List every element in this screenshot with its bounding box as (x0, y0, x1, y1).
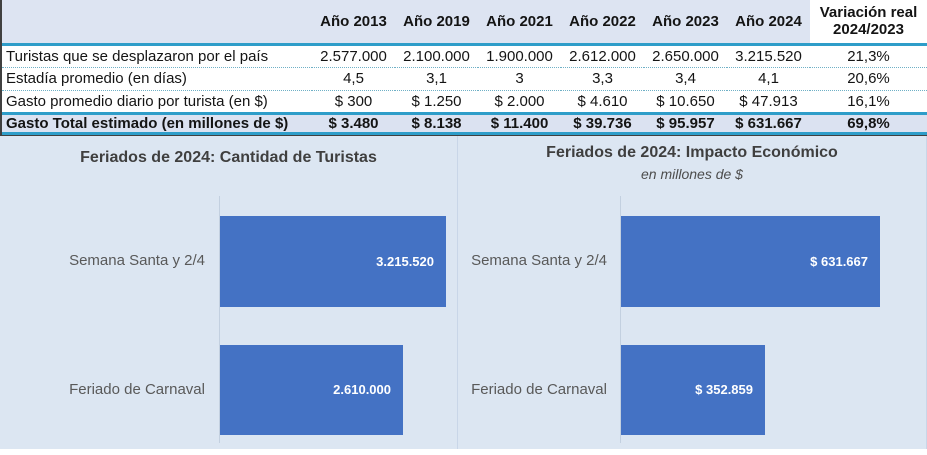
row-label[interactable]: Estadía promedio (en días) (2, 67, 312, 91)
cell-value[interactable]: 2.100.000 (395, 44, 478, 68)
cell-value[interactable]: 3,4 (644, 67, 727, 91)
total-cell-variation[interactable]: 69,8% (810, 113, 927, 135)
header-year-2019[interactable]: Año 2019 (395, 0, 478, 46)
bar-value-label: 3.215.520 (376, 253, 434, 269)
table-header-row: Año 2013 Año 2019 Año 2021 Año 2022 Año … (2, 0, 927, 46)
header-year-2023[interactable]: Año 2023 (644, 0, 727, 46)
header-corner-cell[interactable] (2, 0, 312, 46)
bar-semana-santa[interactable]: $ 631.667 (621, 215, 880, 307)
cell-value[interactable]: 4,1 (727, 67, 810, 91)
bar-carnaval[interactable]: 2.610.000 (220, 344, 403, 435)
header-year-2013[interactable]: Año 2013 (312, 0, 395, 46)
bar-value-label: $ 631.667 (810, 253, 868, 269)
cell-value[interactable]: $ 1.250 (395, 90, 478, 115)
category-label-carnaval: Feriado de Carnaval (471, 380, 607, 398)
total-row-label[interactable]: Gasto Total estimado (en millones de $) (2, 113, 312, 135)
total-cell-value[interactable]: $ 631.667 (727, 113, 810, 135)
header-variation-line1: Variación real (819, 4, 918, 22)
category-label-carnaval: Feriado de Carnaval (69, 380, 205, 398)
table-row-gasto-total: Gasto Total estimado (en millones de $) … (2, 113, 927, 135)
total-cell-value[interactable]: $ 39.736 (561, 113, 644, 135)
bar-carnaval[interactable]: $ 352.859 (621, 344, 765, 435)
chart-title: Feriados de 2024: Impacto Económico (546, 143, 838, 161)
total-cell-value[interactable]: $ 11.400 (478, 113, 561, 135)
cell-value[interactable]: 1.900.000 (478, 44, 561, 68)
cell-variation[interactable]: 16,1% (810, 90, 927, 115)
table-row-turistas: Turistas que se desplazaron por el país … (2, 44, 927, 68)
total-cell-value[interactable]: $ 8.138 (395, 113, 478, 135)
chart-impacto-economico[interactable]: Feriados de 2024: Impacto Económico en m… (458, 135, 927, 449)
chart-title: Feriados de 2024: Cantidad de Turistas (80, 148, 377, 166)
row-label[interactable]: Turistas que se desplazaron por el país (2, 44, 312, 68)
table-row-gasto-promedio: Gasto promedio diario por turista (en $)… (2, 90, 927, 115)
value-axis-line (620, 195, 621, 443)
cell-value[interactable]: 3,3 (561, 67, 644, 91)
stats-table: Año 2013 Año 2019 Año 2021 Año 2022 Año … (2, 0, 927, 135)
header-variation-line2: 2024/2023 (833, 21, 904, 39)
bar-value-label: 2.610.000 (333, 382, 391, 397)
cell-value[interactable]: $ 4.610 (561, 90, 644, 115)
bar-value-label: $ 352.859 (695, 382, 753, 397)
chart-subtitle: en millones de $ (641, 165, 743, 182)
total-cell-value[interactable]: $ 95.957 (644, 113, 727, 135)
cell-value[interactable]: $ 300 (312, 90, 395, 115)
cell-value[interactable]: $ 47.913 (727, 90, 810, 115)
category-label-semana-santa: Semana Santa y 2/4 (471, 251, 607, 269)
total-cell-value[interactable]: $ 3.480 (312, 113, 395, 135)
stats-table-wrapper: Año 2013 Año 2019 Año 2021 Año 2022 Año … (0, 0, 927, 136)
charts-region: Feriados de 2024: Cantidad de Turistas S… (0, 135, 927, 449)
cell-value[interactable]: 4,5 (312, 67, 395, 91)
cell-value[interactable]: 2.577.000 (312, 44, 395, 68)
chart-cantidad-turistas[interactable]: Feriados de 2024: Cantidad de Turistas S… (0, 135, 458, 449)
category-label-semana-santa: Semana Santa y 2/4 (69, 251, 205, 269)
cell-value[interactable]: 2.612.000 (561, 44, 644, 68)
value-axis-line (219, 195, 220, 443)
row-label[interactable]: Gasto promedio diario por turista (en $) (2, 90, 312, 115)
header-year-2024[interactable]: Año 2024 (727, 0, 810, 46)
cell-value[interactable]: $ 2.000 (478, 90, 561, 115)
cell-value[interactable]: 2.650.000 (644, 44, 727, 68)
cell-variation[interactable]: 20,6% (810, 67, 927, 91)
cell-value[interactable]: $ 10.650 (644, 90, 727, 115)
header-year-2022[interactable]: Año 2022 (561, 0, 644, 46)
header-year-2021[interactable]: Año 2021 (478, 0, 561, 46)
cell-value[interactable]: 3.215.520 (727, 44, 810, 68)
cell-value[interactable]: 3,1 (395, 67, 478, 91)
header-variation[interactable]: Variación real 2024/2023 (810, 0, 927, 46)
table-row-estadia: Estadía promedio (en días) 4,5 3,1 3 3,3… (2, 67, 927, 91)
cell-variation[interactable]: 21,3% (810, 44, 927, 68)
bar-semana-santa[interactable]: 3.215.520 (220, 215, 446, 307)
cell-value[interactable]: 3 (478, 67, 561, 91)
